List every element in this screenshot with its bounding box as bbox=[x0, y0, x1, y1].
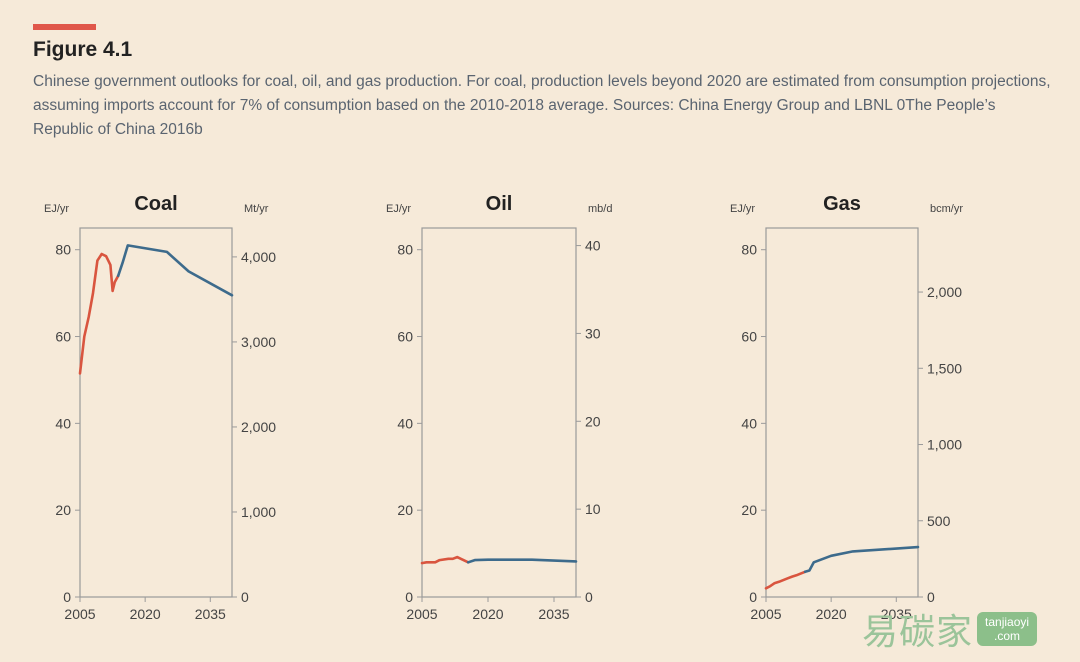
oil-left-tick-label: 80 bbox=[397, 242, 413, 258]
oil-left-tick-label: 40 bbox=[397, 415, 413, 431]
oil-right-tick-label: 40 bbox=[585, 238, 601, 254]
oil-projection-line bbox=[466, 558, 578, 564]
coal-right-tick-label: 2,000 bbox=[241, 419, 276, 435]
oil-right-tick-label: 30 bbox=[585, 325, 601, 341]
oil-right-axis-unit: mb/d bbox=[588, 203, 612, 215]
oil-x-tick-label: 2035 bbox=[538, 606, 569, 622]
gas-x-tick-label: 2035 bbox=[881, 606, 912, 622]
gas-historical-line bbox=[764, 570, 807, 590]
figure-label: Figure 4.1 bbox=[33, 38, 133, 61]
oil-right-tick-label: 20 bbox=[585, 413, 601, 429]
oil-historical-line bbox=[420, 555, 470, 565]
coal-plot-frame bbox=[79, 227, 233, 598]
gas-left-tick-label: 20 bbox=[741, 502, 757, 518]
oil-x-tick-label: 2005 bbox=[406, 606, 437, 622]
oil-left-tick-label: 60 bbox=[397, 329, 413, 345]
coal-right-tick-label: 1,000 bbox=[241, 504, 276, 520]
coal-x-tick-label: 2020 bbox=[130, 606, 161, 622]
coal-projection-line bbox=[116, 244, 234, 297]
watermark-tld: .com bbox=[994, 629, 1021, 643]
gas-x-tick-label: 2005 bbox=[750, 606, 781, 622]
oil-left-axis-unit: EJ/yr bbox=[386, 203, 411, 215]
oil-plot-frame bbox=[421, 227, 577, 598]
coal-chart-title: Coal bbox=[134, 193, 177, 215]
watermark-domain: tanjiaoyi bbox=[985, 615, 1030, 629]
gas-left-axis-unit: EJ/yr bbox=[730, 203, 755, 215]
gas-right-tick-label: 1,500 bbox=[927, 360, 962, 376]
gas-left-tick-label: 40 bbox=[741, 415, 757, 431]
coal-left-tick-label: 20 bbox=[55, 502, 71, 518]
gas-right-tick-label: 1,000 bbox=[927, 437, 962, 453]
coal-x-tick-label: 2035 bbox=[195, 606, 226, 622]
coal-right-axis-unit: Mt/yr bbox=[244, 203, 269, 215]
watermark-brand: 易碳家 bbox=[862, 612, 974, 653]
gas-right-tick-label: 2,000 bbox=[927, 284, 962, 300]
figure-caption: Chinese government outlooks for coal, oi… bbox=[33, 73, 1051, 138]
accent-bar bbox=[33, 24, 96, 30]
gas-left-tick-label: 0 bbox=[749, 589, 757, 605]
coal-left-tick-label: 80 bbox=[55, 242, 71, 258]
coal-left-tick-label: 60 bbox=[55, 329, 71, 345]
coal-right-tick-label: 3,000 bbox=[241, 334, 276, 350]
gas-left-tick-label: 80 bbox=[741, 242, 757, 258]
oil-right-tick-label: 0 bbox=[585, 589, 593, 605]
watermark-badge: tanjiaoyi .com bbox=[977, 612, 1038, 646]
oil-x-tick-label: 2020 bbox=[472, 606, 503, 622]
coal-x-tick-label: 2005 bbox=[64, 606, 95, 622]
watermark: 易碳家 tanjiaoyi .com bbox=[862, 608, 1038, 653]
coal-historical-line bbox=[78, 252, 120, 375]
oil-left-tick-label: 0 bbox=[405, 589, 413, 605]
coal-left-axis-unit: EJ/yr bbox=[44, 203, 69, 215]
gas-projection-line bbox=[803, 545, 920, 574]
gas-right-axis-unit: bcm/yr bbox=[930, 203, 963, 215]
gas-right-tick-label: 0 bbox=[927, 589, 935, 605]
gas-left-tick-label: 60 bbox=[741, 329, 757, 345]
oil-chart-title: Oil bbox=[486, 193, 513, 215]
coal-left-tick-label: 0 bbox=[63, 589, 71, 605]
gas-right-tick-label: 500 bbox=[927, 513, 951, 529]
oil-right-tick-label: 10 bbox=[585, 501, 601, 517]
coal-right-tick-label: 0 bbox=[241, 589, 249, 605]
gas-x-tick-label: 2020 bbox=[816, 606, 847, 622]
oil-left-tick-label: 20 bbox=[397, 502, 413, 518]
coal-right-tick-label: 4,000 bbox=[241, 249, 276, 265]
coal-left-tick-label: 40 bbox=[55, 415, 71, 431]
gas-chart-title: Gas bbox=[823, 193, 861, 215]
gas-plot-frame bbox=[765, 227, 919, 598]
